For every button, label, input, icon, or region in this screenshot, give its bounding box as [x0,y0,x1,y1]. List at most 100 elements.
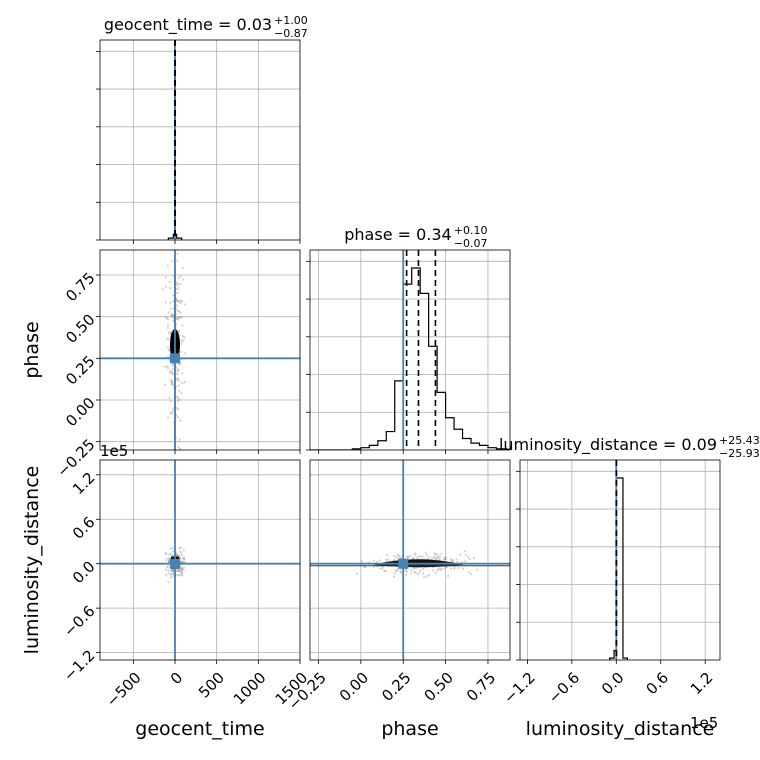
hist-panel-luminosity_distance [520,460,720,660]
sample-point [179,283,182,286]
sample-point [181,340,184,343]
truth-marker [170,353,180,364]
sample-point [163,383,166,386]
y-tick-label: −0.25 [53,435,98,480]
sample-point [178,389,181,392]
sample-point [412,567,416,570]
sample-point [356,572,359,575]
sample-point [171,364,174,367]
sample-point [424,551,428,554]
sample-point [177,569,180,573]
sample-point [164,552,168,555]
sample-point [175,379,178,382]
sample-point [410,571,413,575]
sample-point [171,553,174,557]
sample-point [425,575,429,578]
sample-point [364,565,367,569]
sample-point [169,552,172,555]
sample-point [399,571,402,574]
sample-point [169,301,172,304]
sample-point [171,569,174,572]
sample-point [177,408,180,411]
sample-point [422,572,425,575]
sample-point [176,396,180,400]
sample-point [177,554,180,557]
sample-point [179,570,183,574]
sample-point [178,316,181,319]
sample-point [464,553,467,557]
sample-point [180,338,183,342]
sample-point [167,581,170,584]
sample-point [178,556,181,559]
sample-point [176,252,179,256]
x-tick-label: −0.6 [545,669,583,707]
sample-point [171,570,175,573]
x-tick-label: 1000 [230,669,270,709]
sample-point [375,560,378,563]
sample-point [166,326,169,330]
sample-point [436,556,439,559]
sample-point [407,556,410,559]
sample-point [177,384,180,387]
sample-point [179,391,183,394]
y-axis-label: luminosity_distance [21,466,43,655]
sample-point [176,368,179,371]
sample-point [444,556,447,559]
sample-point [172,568,175,571]
sample-point [385,558,388,561]
y-tick-label: 0.00 [62,394,98,430]
sample-point [450,559,453,562]
sample-point [392,575,396,578]
sample-point [174,247,176,249]
sample-point [167,331,171,334]
truth-marker [170,558,180,569]
sample-point [175,259,179,262]
sample-point [443,557,446,560]
sample-point [180,554,183,557]
sample-point [393,572,396,575]
sample-point [181,324,184,327]
title-lower-error: −0.07 [454,237,488,250]
sample-point [169,399,172,403]
sample-point [178,574,181,577]
sample-point [167,560,171,563]
sample-point [172,550,175,553]
sample-point [182,549,185,552]
sample-point [431,569,435,572]
sample-point [179,550,182,553]
sample-point [171,363,175,366]
sample-point [176,304,179,307]
sample-point [166,557,169,560]
sample-point [440,552,443,555]
sample-point [398,554,401,557]
sample-point [457,566,460,570]
sample-point [437,567,440,570]
sample-point [180,571,183,574]
sample-point [170,383,174,386]
sample-point [395,569,399,572]
sample-point [181,568,184,571]
sample-point [179,275,182,278]
sample-point [169,379,172,382]
sample-point [416,572,419,575]
sample-point [169,370,172,373]
sample-point [178,438,181,441]
y-tick-label: −0.6 [60,602,98,640]
sample-point [178,363,182,366]
sample-point [394,569,398,572]
sample-point [165,559,168,562]
sample-point [379,567,382,570]
sample-point [171,372,174,375]
sample-point [472,556,475,559]
sample-point [433,552,436,555]
sample-point [183,240,185,242]
sample-point [172,319,175,322]
sample-point [175,414,178,417]
sample-point [168,287,172,290]
sample-point [166,346,169,349]
x-tick-label: 1.2 [687,669,717,699]
sample-point [183,336,186,339]
sample-point [414,571,417,574]
sample-point [434,571,438,575]
sample-point [180,351,183,354]
